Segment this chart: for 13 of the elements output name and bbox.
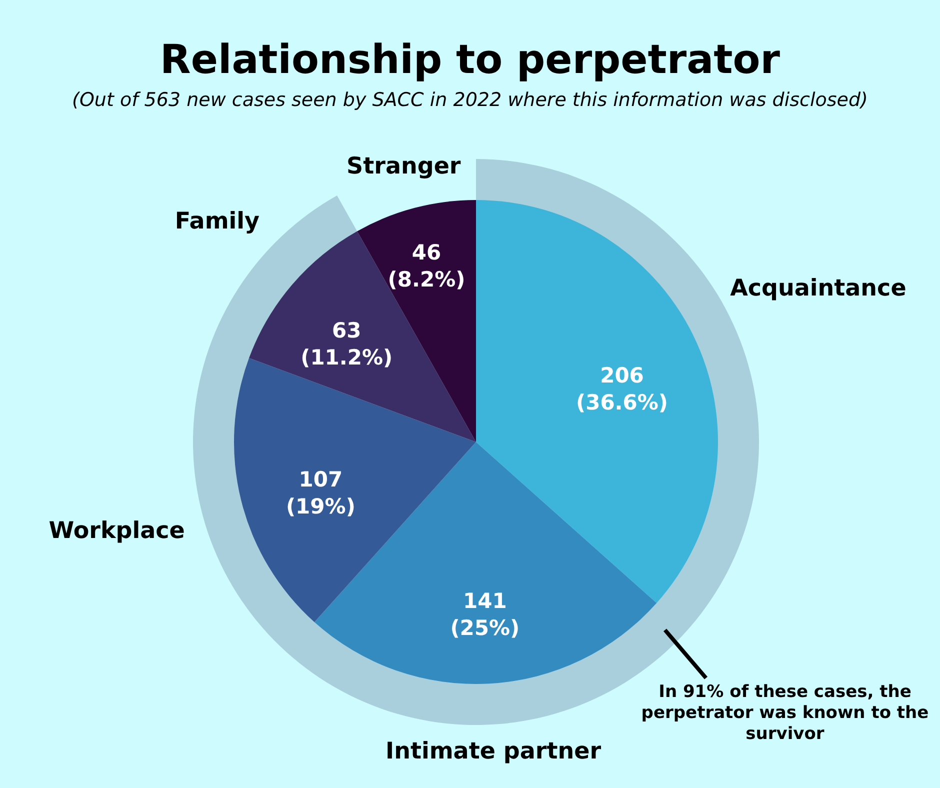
slice-label: Family bbox=[174, 208, 260, 234]
data-label: 206 (36.6%) bbox=[576, 364, 668, 415]
data-label: 63 (11.2%) bbox=[300, 318, 393, 370]
chart-subtitle: (Out of 563 new cases seen by SACC in 2022 where this information was disclosed) bbox=[72, 89, 868, 111]
data-label: 46 (8.2%) bbox=[388, 240, 466, 292]
data-label: 107 (19%) bbox=[286, 467, 356, 518]
slice-label: Stranger bbox=[346, 153, 462, 180]
slice-label: Acquaintance bbox=[730, 276, 906, 302]
slice-label: Workplace bbox=[48, 518, 185, 544]
chart-title: Relationship to perpetrator bbox=[160, 37, 780, 83]
data-label: 141 (25%) bbox=[450, 588, 520, 640]
slice-label: Intimate partner bbox=[386, 738, 602, 765]
text: In 91% of these cases, the perpetrator was known to the survivor bbox=[640, 682, 930, 745]
